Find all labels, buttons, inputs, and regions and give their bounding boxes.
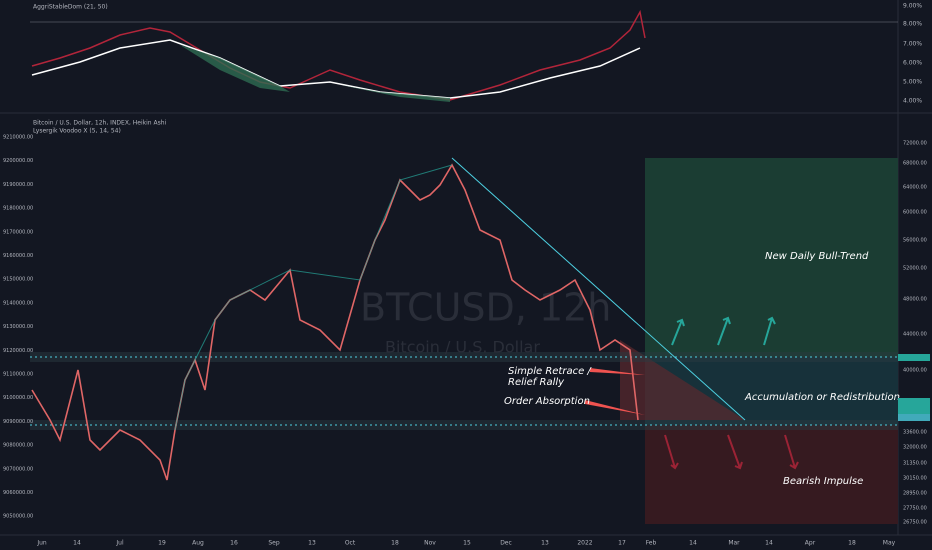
x-axis-label: Apr (805, 540, 816, 547)
x-axis-label: 13 (541, 540, 549, 547)
x-axis-label: 13 (308, 540, 316, 547)
left-axis-label: 9160000.00 (3, 253, 33, 259)
price-path (31, 163, 639, 481)
watermark: Bitcoin / U.S. Dollar (385, 338, 540, 357)
level-band (30, 352, 898, 362)
price-tag (898, 354, 930, 361)
x-axis-label: Oct (345, 540, 356, 547)
x-axis-label: 14 (765, 540, 773, 547)
x-axis-label: 14 (73, 540, 81, 547)
top-axis-label: 7.00% (903, 41, 922, 48)
annotation: New Daily Bull-Trend (765, 251, 869, 262)
x-axis-label: Nov (424, 540, 436, 547)
right-axis-label: 64000.00 (903, 185, 927, 191)
left-axis-label: 9100000.00 (3, 395, 33, 401)
x-axis-label: 18 (848, 540, 856, 547)
arrow (590, 368, 645, 375)
left-axis-label: 9050000.00 (3, 514, 33, 520)
x-axis-label: 16 (230, 540, 238, 547)
right-axis-label: 28950.00 (903, 491, 927, 497)
x-axis-label: Sep (268, 540, 280, 547)
top-axis-label: 4.00% (903, 98, 922, 105)
annotation: Accumulation or Redistribution (744, 392, 900, 403)
right-axis-label: 33600.00 (903, 430, 927, 436)
left-axis-label: 9140000.00 (3, 300, 33, 306)
indicator-label: Lysergik Voodoo X (5, 14, 54) (33, 128, 121, 135)
left-axis-label: 9120000.00 (3, 348, 33, 354)
symbol-label: Bitcoin / U.S. Dollar, 12h, INDEX, Heiki… (33, 120, 167, 127)
left-axis-label: 9210000.00 (3, 135, 33, 141)
top-axis-label: 5.00% (903, 79, 922, 86)
left-axis-label: 9200000.00 (3, 158, 33, 164)
right-axis-label: 52000.00 (903, 266, 927, 272)
left-axis-label: 9170000.00 (3, 229, 33, 235)
right-axis-label: 68000.00 (903, 161, 927, 167)
x-axis-label: 18 (391, 540, 399, 547)
bear-zone (645, 425, 898, 524)
x-axis-label: 19 (158, 540, 166, 547)
indicator-label: AggriStableDom (21, 50) (33, 4, 108, 11)
left-axis-label: 9060000.00 (3, 490, 33, 496)
left-axis-label: 9130000.00 (3, 324, 33, 330)
bull-zone (645, 158, 898, 357)
indicator-fill (180, 45, 290, 92)
top-axis-label: 6.00% (903, 60, 922, 67)
x-axis-label: 15 (463, 540, 471, 547)
level-band (30, 420, 898, 430)
x-axis-label: Jul (115, 540, 124, 547)
right-axis-label: 27750.00 (903, 506, 927, 512)
right-axis-label: 72000.00 (903, 141, 927, 147)
left-axis-label: 9070000.00 (3, 466, 33, 472)
right-axis-label: 48000.00 (903, 297, 927, 303)
right-axis-label: 56000.00 (903, 238, 927, 244)
right-axis-label: 44000.00 (903, 332, 927, 338)
left-axis-label: 9150000.00 (3, 277, 33, 283)
left-axis-label: 9090000.00 (3, 419, 33, 425)
left-axis-label: 9190000.00 (3, 182, 33, 188)
annotation: Simple Retrace / (508, 366, 592, 377)
x-axis-label: Mar (728, 540, 740, 547)
indicator-slow (31, 39, 641, 99)
indicator-fill (340, 85, 450, 102)
trendline (451, 157, 746, 421)
left-axis-label: 9080000.00 (3, 443, 33, 449)
price-path-up (174, 164, 453, 431)
price-tag (898, 398, 930, 414)
x-axis-label: 14 (689, 540, 697, 547)
x-axis-label: Dec (500, 540, 512, 547)
top-axis-label: 9.00% (903, 3, 922, 10)
bear-arrows (664, 434, 799, 470)
x-axis-label: Feb (646, 540, 657, 547)
watermark: BTCUSD, 12h (360, 286, 611, 330)
right-axis-label: 32000.00 (903, 445, 927, 451)
bull-arrows (671, 316, 776, 346)
indicator-fast (31, 9, 646, 101)
right-axis-label: 30150.00 (903, 476, 927, 482)
annotation: Relief Rally (508, 377, 565, 388)
right-axis-label: 40000.00 (903, 368, 927, 374)
right-axis-label: 26750.00 (903, 520, 927, 526)
x-axis-label: Jun (36, 540, 47, 547)
left-axis-label: 9180000.00 (3, 206, 33, 212)
right-axis-label: 31350.00 (903, 461, 927, 467)
x-axis-label: 17 (618, 540, 626, 547)
x-axis-label: May (883, 540, 896, 547)
arrow (585, 400, 645, 415)
right-axis-label: 60000.00 (903, 210, 927, 216)
x-axis-label: 2022 (577, 540, 592, 547)
annotation: Order Absorption (504, 396, 590, 407)
top-axis-label: 8.00% (903, 21, 922, 28)
x-axis-label: Aug (192, 540, 204, 547)
annotation: Bearish Impulse (783, 476, 863, 487)
price-tag (898, 414, 930, 421)
left-axis-label: 9110000.00 (3, 372, 33, 378)
